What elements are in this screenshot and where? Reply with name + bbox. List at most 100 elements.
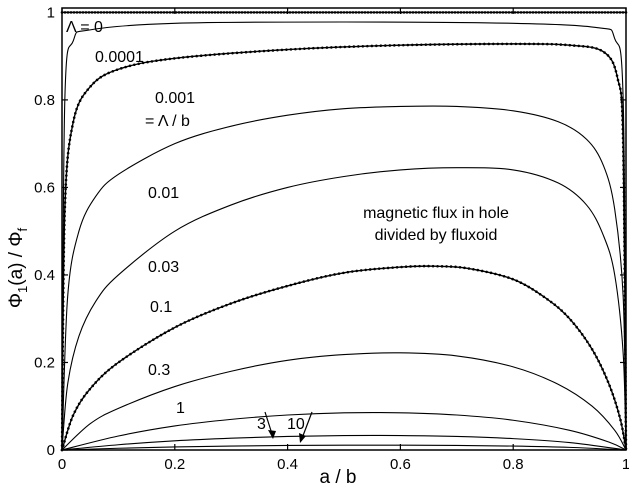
curve-dot xyxy=(483,11,487,14)
curve-dot xyxy=(62,232,66,236)
curve-dot xyxy=(375,11,379,14)
curve-dot xyxy=(102,11,106,14)
curve-dot xyxy=(180,11,184,14)
curve-dot xyxy=(61,295,65,299)
curve-dot xyxy=(483,42,486,46)
curve-dot xyxy=(368,268,372,271)
curve-dot xyxy=(233,300,237,304)
curve-label: 0.1 xyxy=(150,299,172,316)
curve-dot xyxy=(120,11,124,14)
curve-dot xyxy=(177,56,181,60)
curve-dot xyxy=(137,62,140,66)
y-tick-label: 0 xyxy=(47,442,55,459)
curve-dot xyxy=(357,11,361,14)
curve-dot xyxy=(298,47,302,51)
curve-dot xyxy=(74,112,77,115)
curve-dot xyxy=(159,11,163,14)
curve-dot xyxy=(580,333,584,336)
curve-dot xyxy=(63,210,67,213)
curve-dot xyxy=(65,174,68,177)
curve-dot xyxy=(303,47,306,50)
curve-label: 0.01 xyxy=(148,185,179,202)
curve-dot xyxy=(208,53,212,57)
y-tick-label: 0.4 xyxy=(34,267,55,284)
curve-dot xyxy=(330,46,333,49)
curve-dot xyxy=(89,84,92,88)
curve-dot xyxy=(406,43,410,47)
curve-dot xyxy=(621,136,625,140)
curve-dot xyxy=(373,267,376,271)
curve-dot xyxy=(240,51,243,54)
curve-dot xyxy=(222,11,226,14)
curve-dot xyxy=(619,87,622,91)
curve-label: 0.001 xyxy=(155,90,195,107)
curve-dot xyxy=(460,42,464,46)
curve-dot xyxy=(487,42,491,46)
curve-dot xyxy=(258,11,262,14)
curve-dot xyxy=(623,267,626,270)
curve-dot xyxy=(436,264,439,268)
curve-dot xyxy=(577,44,581,48)
curve-dot xyxy=(606,54,610,57)
curve-dot xyxy=(216,307,220,310)
curve-dot xyxy=(73,410,77,413)
curve-dot xyxy=(444,11,448,14)
curve-dot xyxy=(300,11,304,14)
curve-dot xyxy=(254,293,258,297)
curve-dot xyxy=(80,398,83,402)
curve-dot xyxy=(240,11,244,14)
curve-dot xyxy=(370,44,374,48)
curve-dot xyxy=(61,381,64,384)
curve-dot xyxy=(612,11,616,14)
curve-dot xyxy=(129,11,133,14)
curve-dot xyxy=(534,11,538,14)
curve-dot xyxy=(216,11,220,14)
curve-dot xyxy=(621,132,625,135)
curve-dot xyxy=(63,440,66,443)
curve-dot xyxy=(156,11,160,14)
curve-dot xyxy=(231,11,235,14)
curve-dot xyxy=(110,365,114,369)
curve-dot xyxy=(622,190,626,194)
curve-dot xyxy=(171,327,175,330)
curve-dot xyxy=(476,268,480,272)
curve-dot xyxy=(258,50,261,53)
curve-dot xyxy=(382,267,385,270)
curve-dot xyxy=(363,11,367,14)
curve-dot xyxy=(346,270,350,274)
curve-dot xyxy=(307,47,311,50)
curve-dot xyxy=(62,241,66,245)
curve-dot xyxy=(103,371,107,375)
curve-dot xyxy=(63,223,66,227)
curve-dot xyxy=(442,43,446,46)
curve-dot xyxy=(144,11,148,14)
curve-dot xyxy=(140,345,144,349)
ticks: 0 0.2 0.4 0.6 0.8 100.20.40.60.81 xyxy=(34,4,629,473)
curve-dot xyxy=(312,46,315,50)
curve-dot xyxy=(61,354,65,357)
curve-dot xyxy=(623,240,626,243)
curve-dot xyxy=(210,11,214,14)
curve-dot xyxy=(62,286,65,290)
curve-dot xyxy=(357,45,360,48)
curve-0.03 xyxy=(61,167,627,451)
curve-dot xyxy=(225,11,229,14)
curve-dot xyxy=(119,67,123,70)
curve-dot xyxy=(540,11,544,14)
curve-dot xyxy=(440,265,444,268)
y-axis-label-phi: Φ xyxy=(6,293,27,308)
curve-dot xyxy=(61,327,65,330)
curve-dot xyxy=(96,11,100,14)
curve-dot xyxy=(597,11,601,14)
y-tick-label: 1 xyxy=(47,4,55,21)
curve-dot xyxy=(623,231,626,234)
curve-dot xyxy=(235,51,239,55)
curve-dot xyxy=(623,285,627,288)
curve-dot xyxy=(75,11,79,14)
curve-dot xyxy=(611,61,615,65)
curve-dot xyxy=(237,11,241,14)
curve-dot xyxy=(369,11,373,14)
y-tick-label: 0.8 xyxy=(34,92,55,109)
curve-dot xyxy=(480,11,484,14)
curve-label: 3 xyxy=(257,416,266,433)
